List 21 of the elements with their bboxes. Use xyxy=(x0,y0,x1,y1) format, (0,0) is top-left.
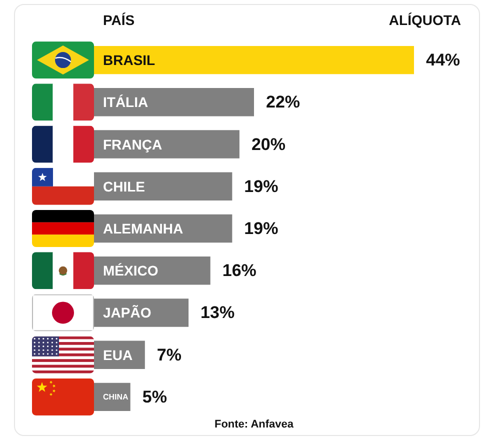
data-label: 19% xyxy=(244,176,278,196)
data-label: 13% xyxy=(200,303,235,322)
y-tick-label: FRANÇA xyxy=(103,136,162,152)
data-label: 5% xyxy=(142,387,167,406)
data-label: 44% xyxy=(426,50,460,70)
y-tick-label: JAPÃO xyxy=(103,304,152,321)
data-label: 22% xyxy=(266,92,300,112)
y-tick-label: CHILE xyxy=(103,178,145,194)
data-label: 7% xyxy=(156,345,182,364)
y-tick-label: MÉXICO xyxy=(103,262,158,279)
y-tick-label: ITÁLIA xyxy=(103,94,148,110)
y-tick-label: ALEMANHA xyxy=(103,220,184,236)
data-label: 20% xyxy=(251,134,286,154)
data-label: 16% xyxy=(222,261,256,280)
x-axis-title: ALÍQUOTA xyxy=(388,12,462,28)
y-tick-label: BRASIL xyxy=(103,52,156,68)
y-tick-label: EUA xyxy=(103,346,133,363)
y-tick-label: CHINA xyxy=(103,392,129,402)
y-axis-title: PAÍS xyxy=(103,12,135,28)
source-note: Fonte: Anfavea xyxy=(214,418,294,430)
data-label: 19% xyxy=(244,219,278,238)
